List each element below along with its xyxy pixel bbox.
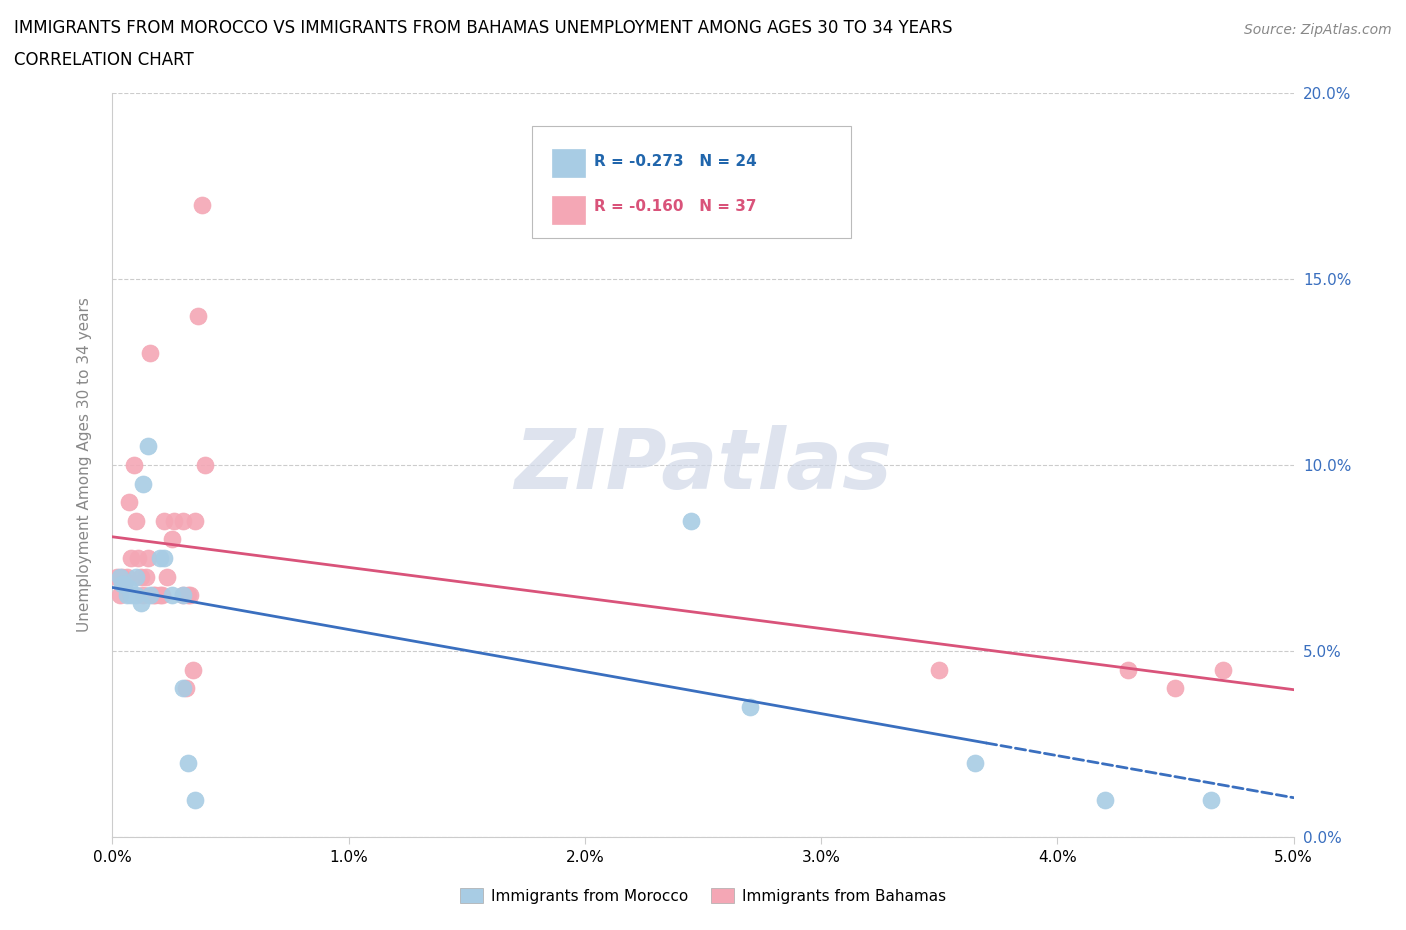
- Point: [963, 755, 986, 770]
- Point: [112, 577, 135, 591]
- Legend: Immigrants from Morocco, Immigrants from Bahamas: Immigrants from Morocco, Immigrants from…: [460, 888, 946, 904]
- Point: [179, 588, 201, 603]
- Point: [105, 569, 128, 584]
- Point: [181, 662, 204, 677]
- Point: [139, 346, 162, 361]
- Point: [118, 580, 141, 595]
- Point: [1094, 792, 1116, 807]
- Point: [129, 595, 152, 610]
- Point: [139, 588, 162, 603]
- Point: [111, 569, 134, 584]
- Point: [1212, 662, 1234, 677]
- Point: [1116, 662, 1139, 677]
- Point: [111, 577, 134, 591]
- FancyBboxPatch shape: [551, 195, 585, 224]
- Point: [172, 588, 194, 603]
- Text: R = -0.160   N = 37: R = -0.160 N = 37: [595, 199, 756, 214]
- Point: [108, 588, 131, 603]
- Point: [118, 495, 141, 510]
- Point: [112, 577, 135, 591]
- Point: [1164, 681, 1187, 696]
- Point: [125, 513, 148, 528]
- Point: [150, 588, 173, 603]
- Point: [163, 513, 186, 528]
- Point: [115, 569, 138, 584]
- Point: [122, 458, 145, 472]
- Point: [142, 588, 165, 603]
- Point: [115, 588, 138, 603]
- Y-axis label: Unemployment Among Ages 30 to 34 years: Unemployment Among Ages 30 to 34 years: [77, 298, 91, 632]
- FancyBboxPatch shape: [531, 126, 851, 238]
- Text: CORRELATION CHART: CORRELATION CHART: [14, 51, 194, 69]
- Point: [160, 588, 183, 603]
- Point: [136, 551, 159, 565]
- Point: [1199, 792, 1222, 807]
- Point: [132, 476, 155, 491]
- Point: [156, 569, 179, 584]
- Point: [136, 439, 159, 454]
- Point: [172, 588, 194, 603]
- Point: [172, 513, 194, 528]
- Point: [132, 588, 155, 603]
- Point: [184, 792, 207, 807]
- Point: [177, 755, 200, 770]
- Point: [174, 681, 197, 696]
- Text: R = -0.273   N = 24: R = -0.273 N = 24: [595, 154, 756, 169]
- Point: [108, 569, 131, 584]
- Point: [194, 458, 217, 472]
- Point: [153, 513, 176, 528]
- Point: [177, 588, 200, 603]
- Point: [928, 662, 950, 677]
- Point: [129, 569, 152, 584]
- Point: [143, 588, 166, 603]
- Point: [160, 532, 183, 547]
- Text: ZIPatlas: ZIPatlas: [515, 424, 891, 506]
- Point: [172, 681, 194, 696]
- Point: [125, 569, 148, 584]
- Point: [120, 551, 142, 565]
- Point: [135, 569, 157, 584]
- Point: [681, 513, 703, 528]
- Point: [740, 699, 762, 714]
- Point: [120, 588, 142, 603]
- Point: [191, 197, 214, 212]
- Point: [149, 588, 172, 603]
- Text: Source: ZipAtlas.com: Source: ZipAtlas.com: [1244, 23, 1392, 37]
- Point: [153, 551, 176, 565]
- Point: [184, 513, 207, 528]
- Point: [127, 551, 149, 565]
- Text: IMMIGRANTS FROM MOROCCO VS IMMIGRANTS FROM BAHAMAS UNEMPLOYMENT AMONG AGES 30 TO: IMMIGRANTS FROM MOROCCO VS IMMIGRANTS FR…: [14, 19, 952, 36]
- Point: [125, 588, 148, 603]
- FancyBboxPatch shape: [551, 149, 585, 177]
- Point: [186, 309, 208, 324]
- Point: [149, 551, 172, 565]
